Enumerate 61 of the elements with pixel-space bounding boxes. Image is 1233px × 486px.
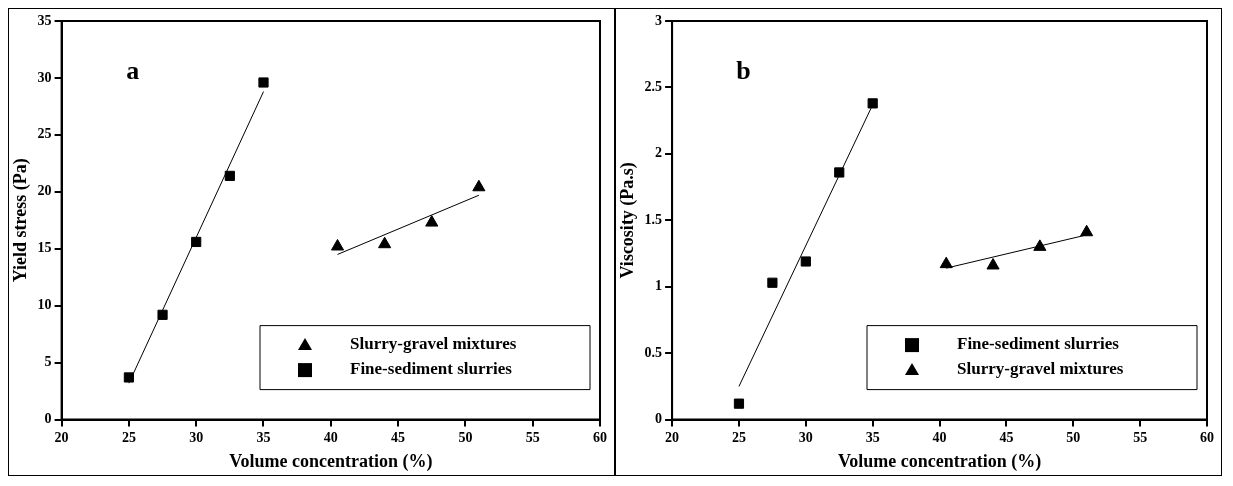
y-tick-label: 25 [37,126,52,142]
point [258,77,269,88]
point [767,277,778,288]
y-axis-title: Yield stress (Pa) [10,158,32,283]
legend-label: Slurry-gravel mixtures [957,359,1124,379]
x-tick-label: 35 [865,429,880,445]
point [939,256,953,269]
x-tick-label: 45 [391,429,406,445]
point [330,238,345,251]
legend-label: Slurry-gravel mixtures [350,334,517,354]
x-tick-label: 60 [1200,429,1214,445]
y-tick-label: 30 [37,69,52,85]
y-tick-label: 3 [655,12,663,28]
x-tick-label: 60 [593,429,607,445]
x-axis-title: Volume concentration (%) [837,450,1042,472]
annotation: a [126,55,140,85]
point [800,256,811,267]
annotation: b [736,55,751,85]
point [224,170,235,181]
x-tick-label: 20 [54,429,69,445]
y-tick-label: 1 [655,278,663,294]
point [733,398,745,409]
x-tick-label: 55 [1133,429,1148,445]
point [867,98,878,109]
point [191,236,202,248]
point [425,215,439,227]
point [123,372,134,383]
y-axis-title: Viscosity (Pa.s) [617,162,639,279]
point [1033,239,1047,251]
y-tick-label: 10 [37,297,52,313]
x-tick-label: 20 [665,429,680,445]
x-tick-label: 50 [458,429,473,445]
point [378,236,392,249]
y-tick-label: 35 [37,12,52,28]
point [986,257,1000,270]
y-tick-label: 1.5 [644,211,663,227]
x-tick-label: 25 [121,429,136,445]
point [157,309,168,320]
x-axis-title: Volume concentration (%) [229,450,433,472]
x-tick-label: 30 [798,429,813,445]
x-tick-label: 50 [1066,429,1081,445]
point [834,167,845,178]
x-tick-label: 30 [189,429,204,445]
legend-label: Fine-sediment slurries [350,359,513,379]
x-tick-label: 45 [999,429,1014,445]
point [1080,224,1094,237]
x-tick-label: 35 [256,429,271,445]
x-tick-label: 25 [731,429,746,445]
y-tick-label: 15 [37,240,52,256]
y-tick-label: 0.5 [644,344,663,360]
y-tick-label: 2 [655,145,663,161]
y-tick-label: 2.5 [644,79,663,95]
x-tick-label: 40 [932,429,947,445]
point [472,179,486,192]
y-tick-label: 0 [44,411,52,427]
y-tick-label: 20 [37,183,52,199]
x-tick-label: 55 [525,429,540,445]
y-tick-label: 0 [655,411,663,427]
y-tick-label: 5 [44,354,52,370]
legend-label: Fine-sediment slurries [957,334,1120,354]
x-tick-label: 40 [323,429,338,445]
